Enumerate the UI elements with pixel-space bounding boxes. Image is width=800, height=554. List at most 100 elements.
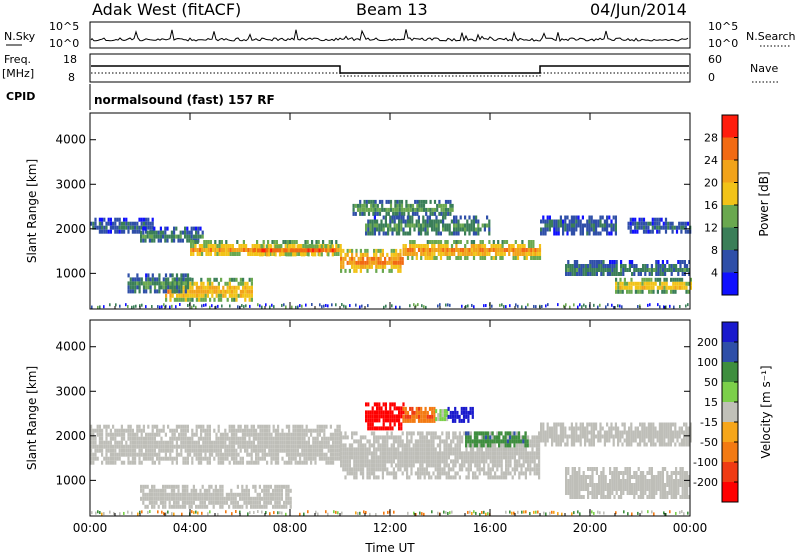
data-cell: [223, 496, 226, 501]
data-cell: [406, 248, 410, 252]
data-cell: [138, 456, 141, 461]
data-cell: [453, 240, 456, 244]
data-cell: [675, 479, 678, 483]
data-cell: [269, 484, 272, 489]
data-cell: [191, 281, 194, 286]
data-cell: [641, 289, 644, 294]
data-cell: [610, 227, 613, 232]
data-cell: [359, 305, 361, 309]
data-cell: [445, 463, 448, 468]
data-cell: [369, 227, 372, 232]
data-cell: [553, 227, 556, 232]
data-cell: [145, 432, 148, 437]
data-cell: [505, 471, 508, 476]
data-cell: [107, 460, 110, 465]
data-cell: [664, 272, 667, 276]
data-cell: [653, 479, 656, 483]
data-cell: [175, 492, 178, 497]
data-cell: [175, 273, 179, 278]
data-cell: [203, 248, 206, 252]
data-cell: [153, 496, 156, 501]
data-cell: [480, 451, 483, 456]
data-cell: [215, 448, 218, 453]
data-cell: [630, 434, 633, 439]
data-cell: [611, 491, 614, 495]
data-cell: [197, 456, 200, 461]
data-cell: [476, 463, 479, 468]
data-cell: [158, 452, 161, 457]
data-cell: [280, 488, 283, 493]
data-cell: [362, 252, 365, 257]
data-cell: [656, 438, 659, 443]
data-cell: [351, 447, 354, 452]
data-cell: [402, 244, 405, 248]
data-cell: [406, 475, 409, 480]
data-cell: [458, 475, 461, 480]
data-cell: [272, 452, 275, 457]
data-cell: [296, 436, 299, 441]
data-cell: [503, 248, 506, 252]
data-cell: [142, 221, 145, 226]
data-cell: [202, 285, 205, 290]
data-cell: [557, 303, 559, 307]
data-cell: [404, 248, 407, 252]
data-cell: [477, 252, 480, 256]
data-cell: [686, 483, 689, 487]
data-cell: [611, 471, 614, 475]
data-cell: [595, 491, 598, 495]
data-cell: [685, 426, 688, 431]
data-cell: [188, 230, 191, 235]
data-cell: [433, 227, 436, 232]
data-cell: [345, 305, 347, 309]
y-tick-label: 4000: [55, 133, 86, 147]
data-cell: [362, 256, 365, 261]
data-cell: [667, 430, 670, 435]
data-cell: [490, 256, 493, 260]
data-cell: [153, 488, 156, 493]
data-cell: [314, 444, 317, 449]
data-cell: [114, 217, 117, 222]
data-cell: [344, 431, 347, 436]
data-cell: [274, 436, 277, 441]
data-cell: [380, 426, 383, 431]
data-cell: [659, 491, 662, 495]
data-cell: [131, 428, 134, 433]
data-cell: [164, 281, 168, 286]
data-cell: [414, 443, 417, 448]
data-cell: [167, 448, 170, 453]
data-cell: [196, 248, 199, 252]
data-cell: [300, 244, 303, 248]
data-cell: [471, 303, 473, 307]
data-cell: [520, 443, 523, 448]
data-cell: [652, 422, 655, 427]
data-cell: [123, 225, 126, 230]
data-cell: [158, 281, 161, 286]
data-cell: [659, 479, 662, 483]
data-cell: [615, 467, 618, 471]
data-cell: [344, 455, 347, 460]
data-cell: [637, 268, 640, 272]
data-cell: [330, 240, 333, 244]
data-cell: [404, 223, 407, 228]
data-cell: [573, 491, 576, 495]
data-cell: [207, 252, 210, 256]
data-cell: [252, 504, 255, 509]
data-cell: [452, 439, 455, 444]
data-cell: [193, 452, 196, 457]
data-cell: [292, 424, 295, 429]
data-cell: [382, 410, 385, 415]
data-cell: [255, 460, 258, 465]
data-cell: [142, 488, 145, 493]
data-cell: [551, 430, 554, 435]
data-cell: [190, 504, 193, 509]
data-cell: [682, 221, 685, 226]
data-cell: [148, 496, 151, 501]
data-cell: [332, 440, 335, 445]
data-cell: [301, 440, 304, 445]
data-cell: [591, 491, 594, 495]
data-cell: [613, 471, 616, 475]
data-cell: [91, 305, 93, 309]
data-cell: [666, 479, 669, 483]
data-cell: [398, 199, 401, 204]
